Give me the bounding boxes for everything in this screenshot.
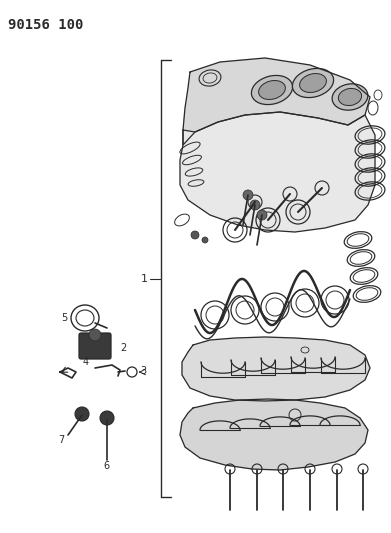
Circle shape — [191, 231, 199, 239]
Circle shape — [202, 237, 208, 243]
Ellipse shape — [292, 68, 334, 98]
Text: 1: 1 — [141, 273, 148, 284]
Circle shape — [100, 411, 114, 425]
Circle shape — [257, 210, 267, 220]
Text: 7: 7 — [58, 435, 64, 445]
Ellipse shape — [258, 80, 285, 100]
Ellipse shape — [338, 88, 362, 106]
Circle shape — [250, 200, 260, 210]
Polygon shape — [180, 399, 368, 470]
Circle shape — [75, 407, 89, 421]
Circle shape — [243, 190, 253, 200]
Text: 3: 3 — [140, 366, 146, 376]
Ellipse shape — [332, 84, 368, 110]
Text: 6: 6 — [103, 461, 109, 471]
FancyBboxPatch shape — [79, 333, 111, 359]
Circle shape — [89, 329, 101, 341]
Polygon shape — [180, 112, 375, 232]
Text: 5: 5 — [61, 313, 67, 323]
Ellipse shape — [251, 76, 292, 104]
Text: 4: 4 — [83, 357, 89, 367]
Text: 2: 2 — [120, 343, 126, 353]
Polygon shape — [182, 337, 370, 401]
Ellipse shape — [300, 74, 326, 92]
Text: 90156 100: 90156 100 — [8, 18, 83, 32]
Polygon shape — [183, 58, 370, 145]
